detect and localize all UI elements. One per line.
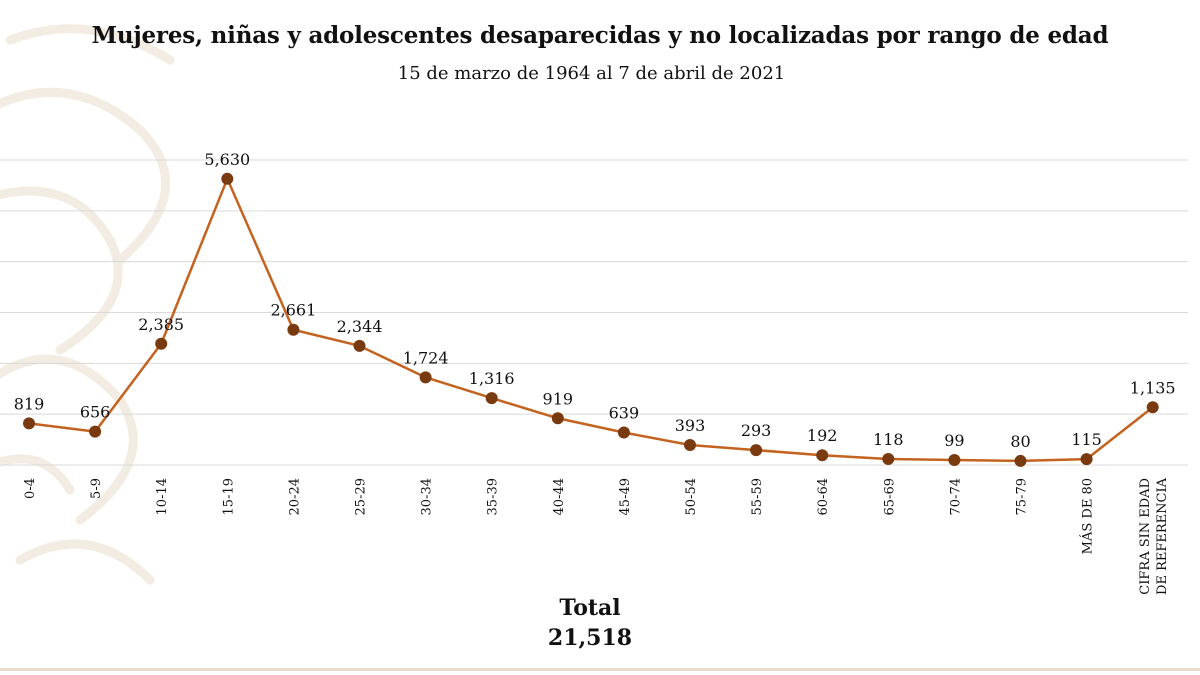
data-label: 656 xyxy=(80,403,111,422)
x-tick-label: 70-74 xyxy=(948,478,963,515)
data-point xyxy=(750,444,763,457)
data-label: 1,135 xyxy=(1130,378,1176,397)
pattern-group xyxy=(0,24,175,585)
pattern-stroke xyxy=(5,24,175,65)
x-tick-label-line: DE REFERENCIA xyxy=(1155,477,1170,595)
data-point xyxy=(221,172,234,185)
series-line xyxy=(28,177,1154,463)
data-label: 2,385 xyxy=(138,315,184,334)
total-label: Total xyxy=(559,595,621,621)
data-point xyxy=(551,412,564,425)
data-label: 393 xyxy=(675,416,706,435)
data-point xyxy=(287,323,300,336)
x-tick-label-line: 10-14 xyxy=(155,478,170,515)
data-label: 80 xyxy=(1010,432,1030,451)
data-point xyxy=(1014,454,1027,467)
data-point xyxy=(1080,453,1093,466)
x-tick-label-line: 25-29 xyxy=(354,478,369,515)
x-tick-label-line: 30-34 xyxy=(420,478,435,515)
data-label: 1,316 xyxy=(469,369,515,388)
x-tick-label: 35-39 xyxy=(486,478,501,515)
bottom-rule xyxy=(0,668,1200,671)
x-tick-label-line: 20-24 xyxy=(287,478,302,515)
pattern-stroke xyxy=(15,539,155,585)
data-label: 2,344 xyxy=(337,317,383,336)
x-tick-label: 20-24 xyxy=(287,478,302,515)
data-point xyxy=(684,439,696,452)
data-point xyxy=(23,417,35,430)
total-value: 21,518 xyxy=(547,625,633,651)
chart-subtitle: 15 de marzo de 1964 al 7 de abril de 202… xyxy=(397,63,786,84)
x-tick-label: 10-14 xyxy=(155,478,170,515)
data-point xyxy=(485,392,498,405)
x-tick-label: 5-9 xyxy=(89,478,104,499)
x-tick-label-line: 50-54 xyxy=(684,478,699,515)
x-tick-label: 50-54 xyxy=(684,478,699,515)
data-point xyxy=(1146,401,1159,414)
pattern-stroke xyxy=(0,87,171,265)
x-tick-label-line: 70-74 xyxy=(948,478,963,515)
data-label: 293 xyxy=(741,421,772,440)
gridlines xyxy=(0,159,1188,466)
x-tick-label: 45-49 xyxy=(618,478,633,515)
total-block: Total 21,518 xyxy=(490,593,690,653)
x-tick-label: 30-34 xyxy=(420,478,435,515)
x-tick-label-line: 15-19 xyxy=(221,478,236,515)
x-tick-label-line: 65-69 xyxy=(882,478,897,515)
x-tick-label: 55-59 xyxy=(750,478,765,515)
x-tick-label-line: MÁS DE 80 xyxy=(1080,478,1096,554)
x-tick-label-line: 35-39 xyxy=(486,478,501,515)
x-tick-label: 75-79 xyxy=(1015,478,1030,515)
data-label: 2,661 xyxy=(270,301,316,320)
pattern-stroke xyxy=(0,186,123,355)
data-label: 639 xyxy=(609,404,640,423)
x-tick-label: 15-19 xyxy=(221,478,236,515)
x-tick-label-line: 40-44 xyxy=(552,478,567,515)
x-tick-label: 65-69 xyxy=(882,478,897,515)
x-tick-label-line: 55-59 xyxy=(750,478,765,515)
data-label: 919 xyxy=(543,389,574,408)
x-tick-label: 0-4 xyxy=(23,478,38,499)
data-point xyxy=(617,426,630,439)
x-tick-label-line: 45-49 xyxy=(618,478,633,515)
data-point xyxy=(419,371,432,384)
data-point xyxy=(816,449,829,462)
x-tick-label: 25-29 xyxy=(354,478,369,515)
data-label: 5,630 xyxy=(204,150,250,169)
data-point xyxy=(948,453,961,466)
data-label: 115 xyxy=(1071,430,1102,449)
data-point xyxy=(882,453,895,466)
x-tick-label: CIFRA SIN EDAD DE REFERENCIA xyxy=(1138,477,1170,595)
x-tick-label: 60-64 xyxy=(816,478,831,515)
data-point xyxy=(89,425,102,438)
data-label: 819 xyxy=(14,394,45,413)
x-tick-label: 40-44 xyxy=(552,478,567,515)
x-tick-label-line: 0-4 xyxy=(23,478,38,499)
data-label: 99 xyxy=(944,431,964,450)
x-tick-label-line: 5-9 xyxy=(89,478,104,499)
x-tick-label: MÁS DE 80 xyxy=(1080,478,1096,554)
data-point xyxy=(155,337,168,350)
pattern-stroke xyxy=(0,454,75,495)
data-point xyxy=(353,339,366,352)
data-label: 1,724 xyxy=(403,348,449,367)
x-tick-label-line: CIFRA SIN EDAD xyxy=(1138,478,1153,595)
x-tick-label-line: 75-79 xyxy=(1015,478,1030,515)
data-label: 192 xyxy=(807,426,838,445)
chart-title: Mujeres, niñas y adolescentes desapareci… xyxy=(91,22,1109,49)
data-label: 118 xyxy=(873,430,904,449)
x-tick-label-line: 60-64 xyxy=(816,478,831,515)
